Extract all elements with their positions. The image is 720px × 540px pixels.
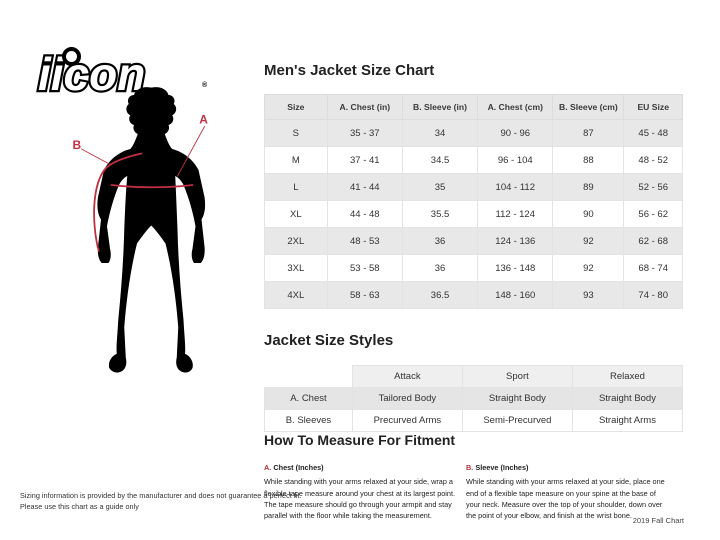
svg-text:B: B xyxy=(73,138,82,152)
svg-text:A: A xyxy=(199,113,208,127)
